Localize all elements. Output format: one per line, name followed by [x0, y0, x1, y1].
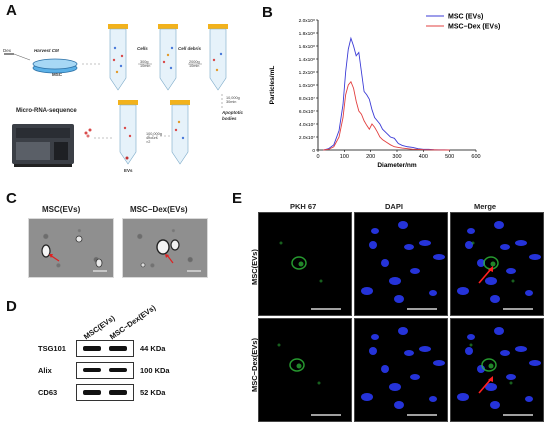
- arrow-icon: [478, 268, 492, 284]
- legend-label-0: MSC (EVs): [448, 13, 483, 20]
- panel-letter-a: A: [6, 2, 17, 19]
- spin-300g-label: 300g 10min: [140, 60, 151, 68]
- band: [83, 368, 101, 372]
- spin-10000g-label: 10,000g 30min: [226, 96, 240, 104]
- y-tick-label: 1.4x10⁸: [299, 57, 315, 63]
- x-tick-label: 500: [445, 154, 454, 160]
- spin-2000g-label: 2000g 10min: [189, 60, 200, 68]
- sequencer-icon: [12, 124, 74, 167]
- x-tick-label: 200: [366, 154, 375, 160]
- tem-right-label: MSC−Dex(EVs): [130, 205, 188, 214]
- protein-label-tsg101: TSG101: [38, 344, 66, 353]
- x-tick-label: 400: [419, 154, 428, 160]
- apoptotic-bodies-label: Apoptotic bodies: [222, 110, 243, 121]
- panel-letter-c: C: [6, 190, 17, 207]
- column-label-dapi: DAPI: [385, 202, 403, 211]
- y-axis-label: Particles/mL: [269, 66, 276, 105]
- y-tick-label: 1.8x10⁸: [299, 31, 315, 37]
- tem-image-msc-dex: [122, 218, 208, 278]
- fluorescence-image-1-1: [354, 318, 448, 422]
- micro-rna-sequence-label: Micro-RNA-sequence: [16, 108, 77, 114]
- band: [83, 390, 101, 395]
- y-tick-label: 0: [312, 148, 315, 154]
- vesicle-icon: [156, 239, 170, 255]
- band: [83, 346, 101, 351]
- kda-label-cd63: 52 KDa: [140, 388, 166, 397]
- blot-row-tsg101: [76, 340, 134, 357]
- blot-lane-labels: MSC(EVs) MSC−Dex(EVs): [74, 296, 157, 341]
- harvest-label: Harvest CM: [34, 48, 59, 53]
- cells-label: Cells: [137, 46, 148, 51]
- blot-row-cd63: [76, 384, 134, 401]
- fluorescence-image-0-0: [258, 212, 352, 316]
- kda-label-tsg101: 44 KDa: [140, 344, 166, 353]
- band: [109, 346, 127, 351]
- fluorescence-image-1-2: [450, 318, 544, 422]
- y-tick-label: 2.0x10⁷: [299, 135, 315, 141]
- x-tick-label: 0: [316, 154, 319, 160]
- legend-label-1: MSC−Dex (EVs): [448, 23, 500, 30]
- protein-label-alix: Alix: [38, 366, 52, 375]
- tube-icon: [118, 100, 138, 165]
- y-tick-label: 6.0x10⁷: [299, 109, 315, 115]
- panel-letter-b: B: [262, 4, 273, 21]
- y-tick-label: 2.0x10⁸: [299, 18, 315, 24]
- column-label-pkh67: PKH 67: [290, 202, 317, 211]
- y-tick-label: 1.0x10⁸: [299, 83, 315, 89]
- x-tick-label: 300: [392, 154, 401, 160]
- arrow-icon: [478, 378, 492, 394]
- vesicle-icon: [41, 244, 51, 258]
- series-line-0: [323, 36, 450, 151]
- msc-label: MSC: [52, 72, 62, 77]
- tube-icon: [170, 100, 190, 165]
- tem-image-msc: [28, 218, 114, 278]
- y-tick-label: 4.0x10⁷: [299, 122, 315, 128]
- tube-icon: [208, 24, 228, 91]
- fluorescence-image-0-2: [450, 212, 544, 316]
- series-line-1: [323, 80, 450, 151]
- x-tick-label: 600: [471, 154, 480, 160]
- cell-debris-label: Cell debris: [178, 46, 202, 51]
- blot-row-alix: [76, 362, 134, 379]
- workflow-graphics: [4, 24, 228, 167]
- kda-label-alix: 100 KDa: [140, 366, 170, 375]
- x-axis-label: Diameter/nm: [377, 162, 417, 169]
- nta-chart-svg: 0 100 200 300 400 500 600 0 2.0x10⁷ 4.0x10⁷ 6.0x10…: [269, 13, 500, 169]
- y-tick-label: 8.0x10⁷: [299, 96, 315, 102]
- tube-icon: [108, 24, 128, 91]
- band: [109, 368, 127, 372]
- arrow-icon: [166, 254, 174, 264]
- x-tick-label: 100: [340, 154, 349, 160]
- panel-letter-e: E: [232, 190, 243, 207]
- y-tick-label: 1.2x10⁸: [299, 70, 315, 76]
- spin-100000g-label: 100,000g 4hours ×2: [146, 132, 162, 144]
- dex-label: Dex: [3, 48, 12, 53]
- panel-letter-d: D: [6, 298, 17, 315]
- evs-label: EVs: [124, 168, 133, 173]
- fluorescence-image-1-0: [258, 318, 352, 422]
- lane-label-msc-dex: MSC−Dex(EVs): [108, 303, 158, 342]
- fluorescence-image-0-1: [354, 212, 448, 316]
- y-tick-label: 1.6x10⁸: [299, 44, 315, 50]
- tem-left-label: MSC(EVs): [42, 205, 81, 214]
- band: [109, 390, 127, 395]
- nta-chart: 0 100 200 300 400 500 600 0 2.0x10⁷ 4.0x10⁷ 6.0x10…: [262, 6, 550, 176]
- protein-label-cd63: CD63: [38, 388, 58, 397]
- tube-icon: [158, 24, 178, 91]
- column-label-merge: Merge: [474, 202, 497, 211]
